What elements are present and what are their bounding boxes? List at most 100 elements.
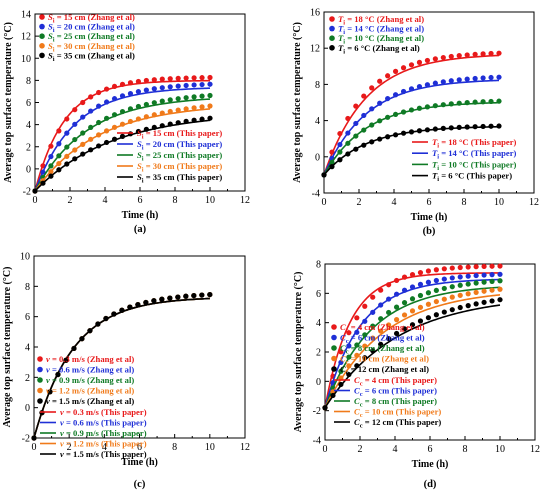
- legend-entry: Ti = 18 °C (Zhang et al): [338, 14, 424, 27]
- data-point: [183, 75, 189, 81]
- x-tick-label: 0: [33, 195, 38, 206]
- y-axis-label: Average top surface temperature (°C): [2, 267, 13, 428]
- data-point: [167, 76, 173, 82]
- data-point: [88, 136, 94, 142]
- data-point: [88, 147, 94, 153]
- data-point: [361, 93, 367, 99]
- data-point: [159, 85, 165, 91]
- data-point: [56, 153, 62, 159]
- data-point: [457, 282, 463, 288]
- legend-entry: Si = 25 cm (Zhang et al): [48, 31, 135, 44]
- data-point: [417, 281, 424, 287]
- data-point: [322, 405, 328, 411]
- data-point: [103, 139, 110, 146]
- data-point: [457, 304, 463, 311]
- data-point: [473, 280, 479, 286]
- data-point: [151, 298, 157, 304]
- data-point: [103, 315, 109, 322]
- data-point: [191, 292, 197, 299]
- data-point: [56, 141, 62, 147]
- data-point: [354, 352, 360, 358]
- data-point: [488, 74, 494, 81]
- data-point: [370, 335, 376, 341]
- y-tick-label: 6: [316, 289, 321, 300]
- data-point: [416, 105, 423, 111]
- data-point: [377, 118, 383, 124]
- data-point: [472, 99, 478, 105]
- legend-entry: v = 0.9 m/s (Zhang et al): [46, 375, 134, 385]
- legend-marker: [39, 33, 45, 39]
- data-point: [480, 75, 486, 81]
- x-tick-label: 8: [173, 195, 178, 206]
- data-point: [465, 281, 471, 287]
- data-point: [425, 279, 432, 285]
- data-point: [151, 112, 157, 118]
- data-point: [329, 159, 335, 166]
- data-point: [353, 146, 359, 152]
- panel-d: 0 2 4 6 8 10 12 -4 -2 0 2 4 6 8 Time (h) Average top su…: [293, 260, 540, 491]
- data-point: [449, 265, 455, 271]
- data-point: [48, 143, 54, 149]
- data-point: [80, 141, 86, 147]
- data-point: [111, 124, 118, 130]
- data-point: [72, 121, 78, 127]
- data-point: [87, 328, 93, 334]
- data-point: [392, 111, 399, 118]
- data-point: [425, 315, 432, 321]
- data-point: [111, 136, 118, 142]
- data-point: [409, 284, 416, 290]
- legend-marker: [37, 398, 43, 404]
- data-point: [393, 291, 400, 297]
- data-point: [135, 301, 141, 308]
- data-point: [432, 80, 438, 86]
- data-point: [167, 121, 173, 127]
- legend-marker: [329, 45, 335, 51]
- data-point: [378, 316, 384, 322]
- data-point: [143, 114, 149, 120]
- data-point: [64, 161, 70, 167]
- data-point: [369, 85, 375, 91]
- data-point: [417, 304, 424, 310]
- legend-entry: Ti = 14 °C (Zhang et al): [338, 24, 424, 36]
- legend-entry: Ti = 18 °C (This paper): [432, 137, 517, 150]
- data-point: [433, 277, 439, 284]
- data-point: [72, 136, 78, 143]
- y-tick-label: 4: [315, 116, 320, 127]
- data-point: [207, 81, 213, 87]
- data-point: [345, 130, 351, 136]
- x-tick-label: 12: [240, 195, 250, 206]
- data-point: [425, 290, 432, 296]
- data-point: [401, 312, 408, 318]
- y-axis-label: Average top surface temperature (°C): [292, 22, 303, 183]
- legend-entry: Si = 20 cm (Zhang et al): [48, 22, 135, 34]
- legend-entry: Cc = 6 cm (Zhang et al): [340, 333, 425, 346]
- data-point: [465, 264, 471, 270]
- data-point: [72, 147, 78, 153]
- data-point: [167, 108, 173, 115]
- y-tick-label: 4: [316, 318, 321, 329]
- data-point: [80, 130, 86, 136]
- data-point: [199, 93, 205, 99]
- legend-marker: [37, 366, 43, 373]
- data-point: [167, 84, 173, 90]
- legend-entry: v = 0.6 m/s (This paper): [60, 418, 147, 428]
- data-point: [400, 65, 407, 71]
- data-point: [449, 307, 455, 313]
- x-axis-label: Time (h): [121, 457, 158, 468]
- data-point: [489, 287, 495, 293]
- data-point: [119, 108, 126, 115]
- data-point: [111, 112, 118, 118]
- data-point: [433, 287, 439, 294]
- data-point: [191, 75, 197, 81]
- data-point: [346, 371, 352, 378]
- data-point: [346, 354, 352, 360]
- data-point: [497, 297, 503, 303]
- data-point: [321, 172, 327, 178]
- y-tick-label: 12: [21, 32, 31, 43]
- data-point: [103, 128, 110, 134]
- data-point: [489, 272, 495, 278]
- data-point: [48, 163, 54, 169]
- data-point: [488, 123, 494, 129]
- data-point: [119, 133, 126, 139]
